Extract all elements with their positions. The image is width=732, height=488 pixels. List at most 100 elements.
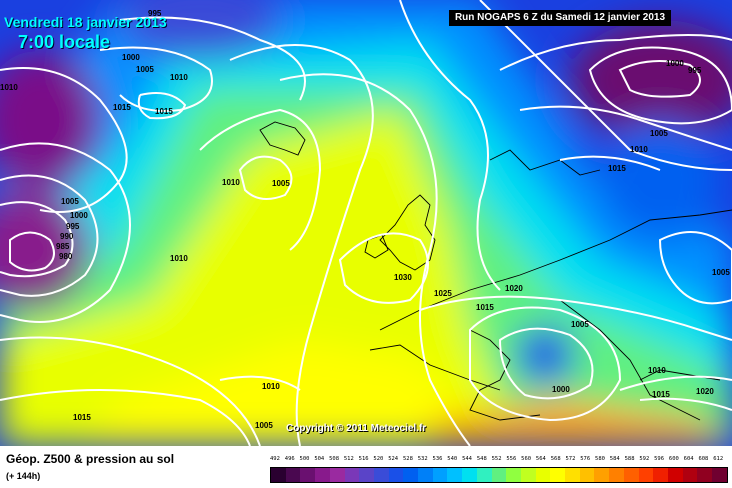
pressure-label: 1005 [136, 65, 154, 74]
pressure-label: 1025 [434, 289, 452, 298]
pressure-label: 1020 [696, 387, 714, 396]
legend-swatch [300, 468, 316, 482]
legend-value: 492 [270, 456, 280, 462]
legend-swatch [623, 468, 639, 482]
color-scale-labels: 492 496 500 504 508 512 516 520 524 528 532 536 540 5… [270, 456, 728, 466]
pressure-label: 1015 [73, 413, 91, 422]
legend-value: 580 [595, 456, 605, 462]
legend-swatch [579, 468, 595, 482]
pressure-label: 980 [59, 252, 73, 261]
pressure-label: 1030 [394, 273, 412, 282]
legend-swatch [491, 468, 507, 482]
legend-value: 496 [284, 456, 295, 462]
pressure-label: 1015 [652, 390, 670, 399]
pressure-label: 1005 [571, 320, 589, 329]
legend-swatch [697, 468, 713, 482]
legend-swatch [520, 468, 536, 482]
legend-swatch [609, 468, 624, 482]
pressure-label: 1010 [630, 145, 648, 154]
legend-value: 576 [580, 456, 591, 462]
pressure-label: 1010 [170, 73, 188, 82]
legend-value: 564 [535, 456, 546, 462]
legend-swatch [418, 468, 433, 482]
pressure-label: 1020 [505, 284, 523, 293]
legend-swatch [638, 468, 654, 482]
pressure-label: 1015 [608, 164, 626, 173]
pressure-label: 1000 [666, 59, 684, 68]
legend-swatch [373, 468, 389, 482]
pressure-label: 1005 [712, 268, 730, 277]
legend-swatch [712, 468, 727, 482]
legend-swatch [344, 468, 360, 482]
legend-swatch [565, 468, 580, 482]
pressure-label: 990 [60, 232, 74, 241]
color-scale-bar [270, 467, 728, 483]
run-info-banner: Run NOGAPS 6 Z du Samedi 12 janvier 2013 [449, 10, 671, 26]
legend-value: 592 [639, 456, 650, 462]
legend-value: 584 [609, 456, 620, 462]
legend-value: 568 [550, 456, 561, 462]
pressure-label: 1015 [113, 103, 131, 112]
legend-value: 612 [713, 456, 724, 462]
legend-value: 528 [402, 456, 413, 462]
pressure-label: 1010 [170, 254, 188, 263]
legend-swatch [535, 468, 551, 482]
legend-swatch [285, 468, 301, 482]
pressure-label: 1010 [222, 178, 240, 187]
lead-time: (+ 144h) [6, 471, 41, 481]
legend-swatch [476, 468, 492, 482]
legend-value: 588 [624, 456, 635, 462]
legend-swatch [315, 468, 330, 482]
pressure-label: 995 [688, 66, 702, 75]
pressure-label: 1010 [262, 382, 280, 391]
product-title: Géop. Z500 & pression au sol [6, 452, 175, 466]
pressure-label: 1015 [476, 303, 494, 312]
pressure-label: 1005 [650, 129, 668, 138]
legend-value: 504 [314, 456, 325, 462]
legend-swatch [388, 468, 404, 482]
pressure-label: 1010 [648, 366, 666, 375]
legend-value: 512 [343, 456, 354, 462]
legend-value: 600 [668, 456, 679, 462]
legend-swatch [653, 468, 668, 482]
legend-swatch [594, 468, 610, 482]
pressure-label: 995 [66, 222, 80, 231]
legend-swatch [432, 468, 448, 482]
legend-value: 520 [373, 456, 384, 462]
legend-value: 572 [565, 456, 576, 462]
legend-value: 552 [491, 456, 502, 462]
pressure-label: 1000 [552, 385, 570, 394]
legend-value: 556 [506, 456, 517, 462]
pressure-label: 1000 [122, 53, 140, 62]
forecast-date: Vendredi 18 janvier 2013 [4, 14, 167, 30]
legend-value: 540 [447, 456, 458, 462]
pressure-label: 1005 [272, 179, 290, 188]
legend-swatch [682, 468, 698, 482]
pressure-label: 1005 [255, 421, 273, 430]
pressure-label: 985 [56, 242, 70, 251]
legend-value: 532 [417, 456, 428, 462]
legend-value: 608 [698, 456, 709, 462]
pressure-label: 1000 [70, 211, 88, 220]
pressure-label: 1005 [61, 197, 79, 206]
pressure-label: 1010 [0, 83, 18, 92]
forecast-time: 7:00 locale [18, 32, 111, 52]
pressure-label: 995 [148, 9, 162, 18]
copyright-text: Copyright © 2011 Meteociel.fr [286, 423, 427, 434]
legend-swatch [271, 468, 286, 482]
legend-swatch [462, 468, 477, 482]
legend-value: 516 [358, 456, 369, 462]
legend-value: 560 [521, 456, 532, 462]
legend-value: 548 [476, 456, 487, 462]
legend-value: 596 [654, 456, 665, 462]
pressure-labels: 995 1000 1005 1010 1015 1010 1015 1000 9… [0, 9, 730, 430]
legend-value: 544 [462, 456, 472, 462]
legend-value: 604 [683, 456, 694, 462]
legend-swatch [447, 468, 463, 482]
legend-value: 508 [329, 456, 340, 462]
legend-swatch [359, 468, 374, 482]
legend-value: 500 [299, 456, 310, 462]
legend-swatch [667, 468, 683, 482]
legend-swatch [506, 468, 521, 482]
legend-swatch [329, 468, 345, 482]
